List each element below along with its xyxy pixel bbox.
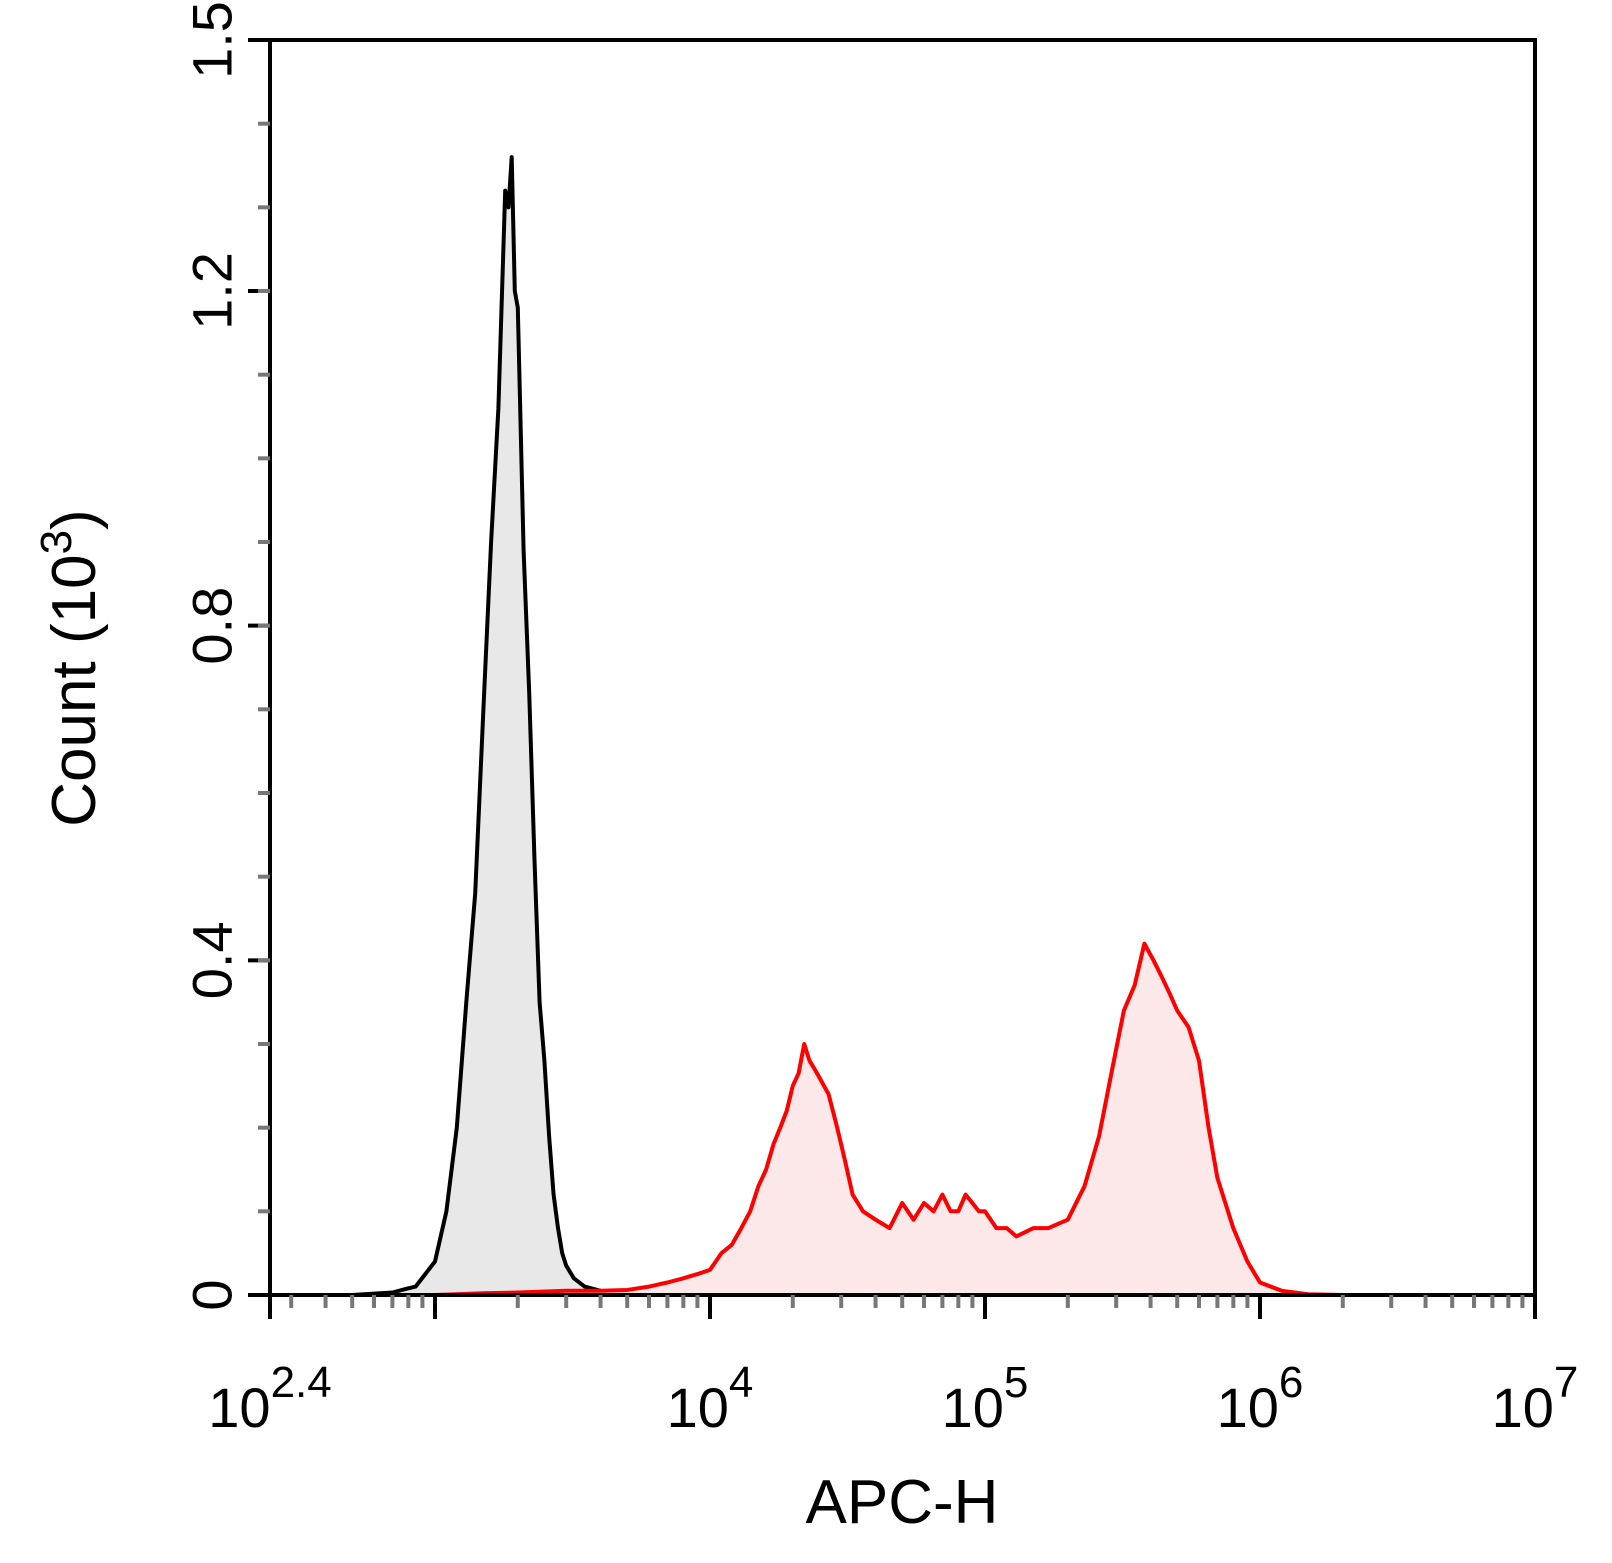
y-tick-label-0: 0 bbox=[181, 1279, 244, 1310]
x-tick-label-0: 102.4 bbox=[208, 1358, 331, 1439]
series-0-line bbox=[270, 155, 710, 1297]
y-tick-label-2: 0.8 bbox=[181, 587, 244, 665]
y-axis: 0 0.4 0.8 1.2 1.5 bbox=[181, 1, 270, 1311]
y-axis-title: Count (103) bbox=[32, 509, 109, 826]
x-tick-label-1: 104 bbox=[667, 1358, 754, 1439]
x-tick-label-4: 107 bbox=[1492, 1358, 1579, 1439]
y-axis-title-text: Count bbox=[40, 661, 109, 826]
y-tick-label-4: 1.5 bbox=[181, 1, 244, 79]
series-1-area bbox=[270, 943, 1535, 1295]
x-axis: 102.4 104 105 106 107 bbox=[208, 1295, 1578, 1439]
y-axis-unit-base: 10 bbox=[40, 554, 109, 623]
y-tick-label-3: 1.2 bbox=[181, 252, 244, 330]
y-tick-label-1: 0.4 bbox=[181, 921, 244, 999]
x-tick-label-3: 106 bbox=[1217, 1358, 1304, 1439]
series-0 bbox=[270, 155, 710, 1297]
series-layer bbox=[270, 155, 1535, 1297]
x-tick-label-2: 105 bbox=[942, 1358, 1029, 1439]
y-axis-unit-exp: 3 bbox=[32, 530, 81, 554]
series-0-area bbox=[270, 157, 710, 1296]
series-1-line bbox=[270, 941, 1535, 1297]
x-axis-title: APC-H bbox=[806, 1468, 999, 1537]
series-1 bbox=[270, 941, 1535, 1297]
